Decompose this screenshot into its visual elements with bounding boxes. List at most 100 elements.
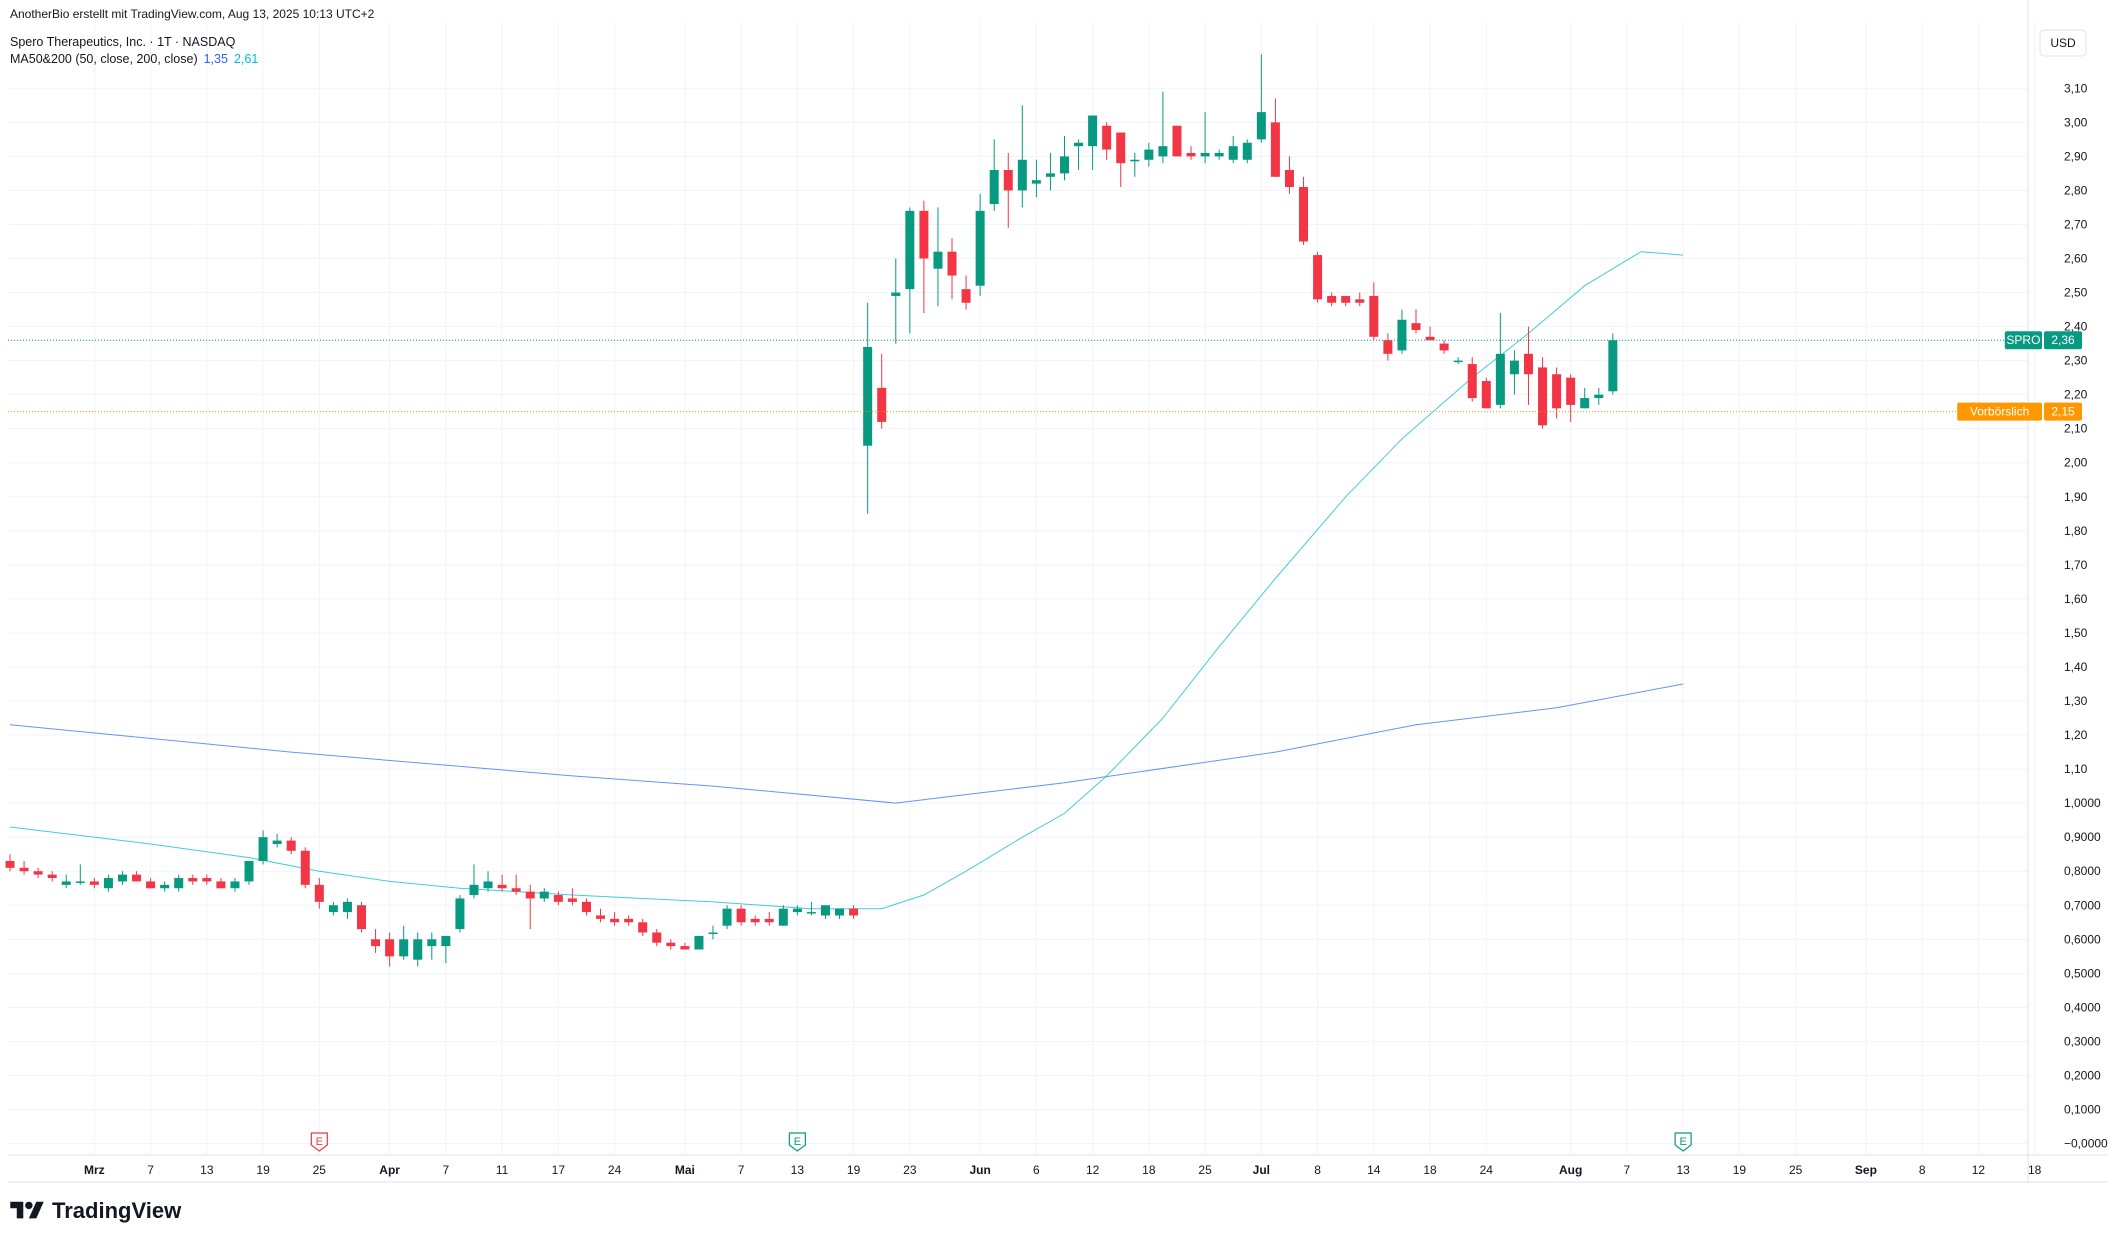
- candle: [610, 912, 620, 926]
- y-tick-label: 2,10: [2064, 422, 2088, 436]
- symbol-title[interactable]: Spero Therapeutics, Inc. · 1T · NASDAQ: [10, 35, 236, 49]
- x-tick-label: 19: [847, 1163, 861, 1177]
- y-tick-label: 1,20: [2064, 728, 2088, 742]
- price-axis[interactable]: 3,10 3,00 2,90 2,80 2,70 2,60 2,50 2,40 2,30 2,20…: [2027, 0, 2108, 1182]
- candle: [961, 275, 971, 310]
- x-tick-label: 11: [496, 1163, 509, 1177]
- candle: [1355, 292, 1365, 307]
- candle-body: [891, 292, 901, 296]
- candle-body: [300, 850, 310, 885]
- x-tick-label: 24: [608, 1163, 622, 1177]
- candle: [5, 854, 15, 872]
- candle: [863, 302, 873, 514]
- candle-body: [764, 918, 774, 923]
- time-axis[interactable]: Mrz 7 13 19 25 Apr 7 11 17 24 Mai 7 13 19 23 Jun 6 12 18 25…: [8, 1154, 2108, 1183]
- y-tick-label: 1,0000: [2064, 796, 2101, 810]
- indicator-value-ma50: 2,61: [233, 52, 259, 66]
- candle-body: [1172, 125, 1182, 157]
- x-tick-label: 13: [200, 1163, 214, 1177]
- candle: [413, 932, 423, 967]
- y-tick-label: 2,50: [2064, 286, 2088, 300]
- candle: [1566, 374, 1576, 422]
- candle-body: [680, 946, 690, 950]
- candle: [117, 871, 127, 885]
- candle-body: [160, 884, 170, 889]
- candle: [652, 929, 662, 947]
- candle: [1481, 377, 1491, 409]
- candle: [1467, 357, 1477, 402]
- candle-body: [19, 867, 29, 872]
- chart-attribution: AnotherBio erstellt mit TradingView.com,…: [10, 7, 375, 21]
- candle: [736, 905, 746, 926]
- y-tick-label: 1,40: [2064, 660, 2088, 674]
- price-tag-name-bg: [1957, 402, 2042, 421]
- x-tick-label: 17: [552, 1163, 566, 1177]
- y-tick-label: 0,5000: [2064, 966, 2101, 980]
- y-tick-label: 2,70: [2064, 217, 2088, 231]
- candle: [1552, 367, 1562, 419]
- candle: [1313, 251, 1323, 303]
- candle-body: [188, 878, 198, 882]
- candle: [497, 874, 507, 892]
- x-tick-label: 24: [1480, 1163, 1494, 1177]
- candle: [1017, 105, 1027, 208]
- candle-body: [328, 905, 338, 913]
- y-tick-label: 1,60: [2064, 592, 2088, 606]
- candle-body: [736, 908, 746, 923]
- candle: [103, 874, 113, 892]
- earnings-marker[interactable]: E: [1674, 1132, 1692, 1152]
- currency-button[interactable]: [2039, 29, 2087, 57]
- candle: [33, 867, 43, 879]
- candle: [1045, 152, 1055, 191]
- candle: [427, 932, 437, 960]
- candle-body: [1088, 115, 1098, 147]
- candle: [1369, 282, 1379, 341]
- tradingview-brand[interactable]: TradingView: [10, 1198, 181, 1224]
- candle-body: [1594, 394, 1604, 399]
- candle: [174, 874, 184, 892]
- candle-body: [427, 939, 437, 947]
- candle: [694, 935, 704, 950]
- candle: [1031, 159, 1041, 198]
- x-tick-label: 19: [1733, 1163, 1747, 1177]
- candle-body: [596, 915, 606, 919]
- candle: [1608, 333, 1618, 395]
- candle: [188, 874, 198, 885]
- indicator-label: MA50&200 (50, close, 200, close): [10, 52, 198, 66]
- candle-body: [820, 905, 830, 916]
- earnings-marker-label: E: [1679, 1136, 1686, 1148]
- candle: [947, 238, 957, 300]
- candle: [1116, 132, 1126, 188]
- candle: [1594, 387, 1604, 405]
- candle: [399, 925, 409, 960]
- candle-body: [1425, 336, 1435, 341]
- earnings-marker[interactable]: E: [788, 1132, 806, 1152]
- y-tick-label: 2,20: [2064, 388, 2088, 402]
- candle: [1102, 122, 1112, 160]
- candle-body: [919, 210, 929, 259]
- indicator-legend[interactable]: MA50&200 (50, close, 200, close) 1,35 2,61: [10, 52, 258, 66]
- y-tick-label: 2,40: [2064, 320, 2088, 334]
- candle-body: [1369, 295, 1379, 337]
- candle-body: [1580, 398, 1590, 409]
- candle-body: [314, 884, 324, 902]
- earnings-marker-badge: [1674, 1132, 1692, 1152]
- candle: [483, 871, 493, 892]
- x-tick-label: 7: [147, 1163, 154, 1177]
- candle-body: [792, 908, 802, 913]
- earnings-marker[interactable]: E: [310, 1132, 328, 1152]
- candle-body: [525, 891, 535, 899]
- candle-body: [1214, 152, 1224, 157]
- candle: [455, 895, 465, 933]
- candle-body: [174, 878, 184, 889]
- candle-body: [1284, 169, 1294, 188]
- candle: [1397, 309, 1407, 354]
- candle: [1270, 98, 1280, 177]
- indicator-value-ma200: 1,35: [203, 52, 228, 66]
- x-tick-label: 7: [738, 1163, 745, 1177]
- candle-body: [1453, 360, 1463, 363]
- y-tick-label: 1,50: [2064, 626, 2088, 640]
- candle-body: [1256, 112, 1266, 140]
- candle-body: [1313, 255, 1323, 300]
